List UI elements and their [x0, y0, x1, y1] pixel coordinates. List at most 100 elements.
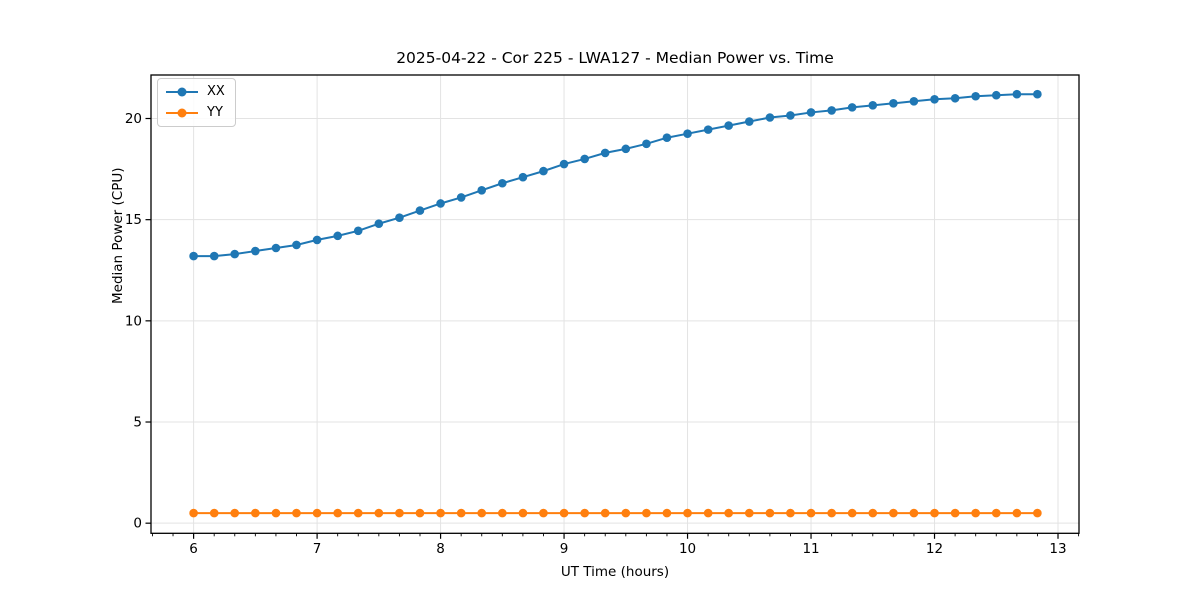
data-point-xx [1033, 89, 1042, 99]
data-point-xx [971, 91, 980, 101]
data-point-yy [868, 508, 878, 518]
x-tick-label: 13 [1049, 541, 1066, 557]
legend-label-xx: XX [207, 84, 225, 99]
data-point-yy [415, 508, 425, 518]
x-tick-label: 10 [679, 541, 696, 557]
data-point-yy [971, 508, 980, 518]
data-point-xx [477, 186, 486, 195]
data-point-xx [889, 99, 898, 108]
data-point-xx [744, 117, 754, 126]
data-point-xx [292, 240, 301, 250]
data-point-yy [436, 508, 445, 518]
data-point-xx [950, 93, 960, 103]
data-point-xx [765, 113, 775, 122]
plot-frame [150, 74, 1080, 534]
data-point-yy [642, 508, 651, 518]
data-point-xx [559, 159, 569, 169]
legend-line-marker-icon [166, 108, 198, 118]
legend-item-xx: XX [165, 82, 225, 102]
data-point-yy [662, 508, 672, 518]
data-point-yy [456, 508, 466, 518]
legend[interactable]: XX YY [157, 78, 236, 127]
data-point-yy [230, 508, 240, 518]
data-point-yy [374, 508, 384, 518]
data-point-yy [292, 508, 301, 518]
data-point-xx [395, 213, 404, 222]
data-point-xx [353, 226, 363, 236]
data-point-yy [209, 508, 219, 518]
data-point-yy [333, 508, 343, 518]
data-point-yy [786, 508, 795, 518]
data-point-xx [374, 219, 384, 229]
data-point-yy [271, 508, 281, 518]
data-point-yy [353, 508, 363, 518]
data-point-yy [806, 508, 816, 518]
data-point-xx [415, 206, 425, 215]
data-point-xx [621, 144, 631, 154]
data-point-xx [662, 133, 672, 143]
data-point-yy [683, 508, 692, 518]
data-point-xx [251, 246, 260, 256]
data-point-xx [806, 108, 816, 117]
data-point-yy [539, 508, 548, 518]
data-point-xx [333, 231, 343, 241]
y-tick-label: 5 [133, 415, 142, 431]
x-tick-label: 7 [313, 541, 322, 557]
legend-line-marker-icon [166, 87, 198, 97]
data-point-yy [498, 508, 507, 518]
data-point-yy [189, 508, 198, 518]
data-point-xx [230, 249, 240, 259]
data-point-xx [539, 166, 548, 176]
data-point-yy [559, 508, 569, 518]
legend-label-yy: YY [207, 105, 223, 120]
data-point-xx [518, 172, 528, 182]
data-point-xx [909, 97, 919, 106]
data-point-yy [991, 508, 1001, 518]
data-point-xx [580, 154, 589, 164]
data-point-xx [724, 121, 733, 130]
data-point-xx [436, 199, 445, 208]
data-point-xx [1012, 89, 1022, 99]
data-point-xx [683, 129, 692, 138]
y-tick-label: 10 [125, 313, 142, 329]
data-point-xx [189, 251, 198, 261]
data-point-yy [930, 508, 939, 518]
x-tick-label: 9 [560, 541, 569, 557]
data-point-xx [930, 94, 939, 104]
data-point-yy [847, 508, 857, 518]
data-point-yy [950, 508, 960, 518]
data-point-xx [498, 178, 507, 188]
data-point-xx [209, 251, 219, 261]
x-axis-label: UT Time (hours) [560, 564, 670, 580]
y-tick-label: 15 [125, 212, 142, 228]
data-point-xx [642, 139, 651, 149]
data-point-yy [703, 508, 713, 518]
data-point-xx [600, 148, 610, 158]
y-tick-label: 20 [125, 111, 142, 127]
x-tick-label: 6 [189, 541, 198, 557]
data-point-yy [477, 508, 486, 518]
data-point-yy [889, 508, 898, 518]
legend-item-yy: YY [165, 103, 225, 123]
data-point-yy [580, 508, 589, 518]
data-point-yy [600, 508, 610, 518]
data-point-yy [724, 508, 733, 518]
data-point-yy [744, 508, 754, 518]
x-tick-label: 11 [802, 541, 819, 557]
data-point-yy [518, 508, 528, 518]
data-point-xx [786, 111, 795, 120]
data-point-yy [312, 508, 322, 518]
data-point-xx [827, 106, 836, 115]
data-point-yy [909, 508, 919, 518]
data-point-yy [1033, 508, 1042, 518]
data-point-xx [991, 90, 1001, 100]
x-tick-label: 12 [926, 541, 943, 557]
data-point-yy [827, 508, 836, 518]
data-point-yy [251, 508, 260, 518]
data-point-xx [456, 193, 466, 202]
data-point-xx [847, 103, 857, 112]
data-point-xx [703, 125, 713, 134]
data-point-yy [765, 508, 775, 518]
